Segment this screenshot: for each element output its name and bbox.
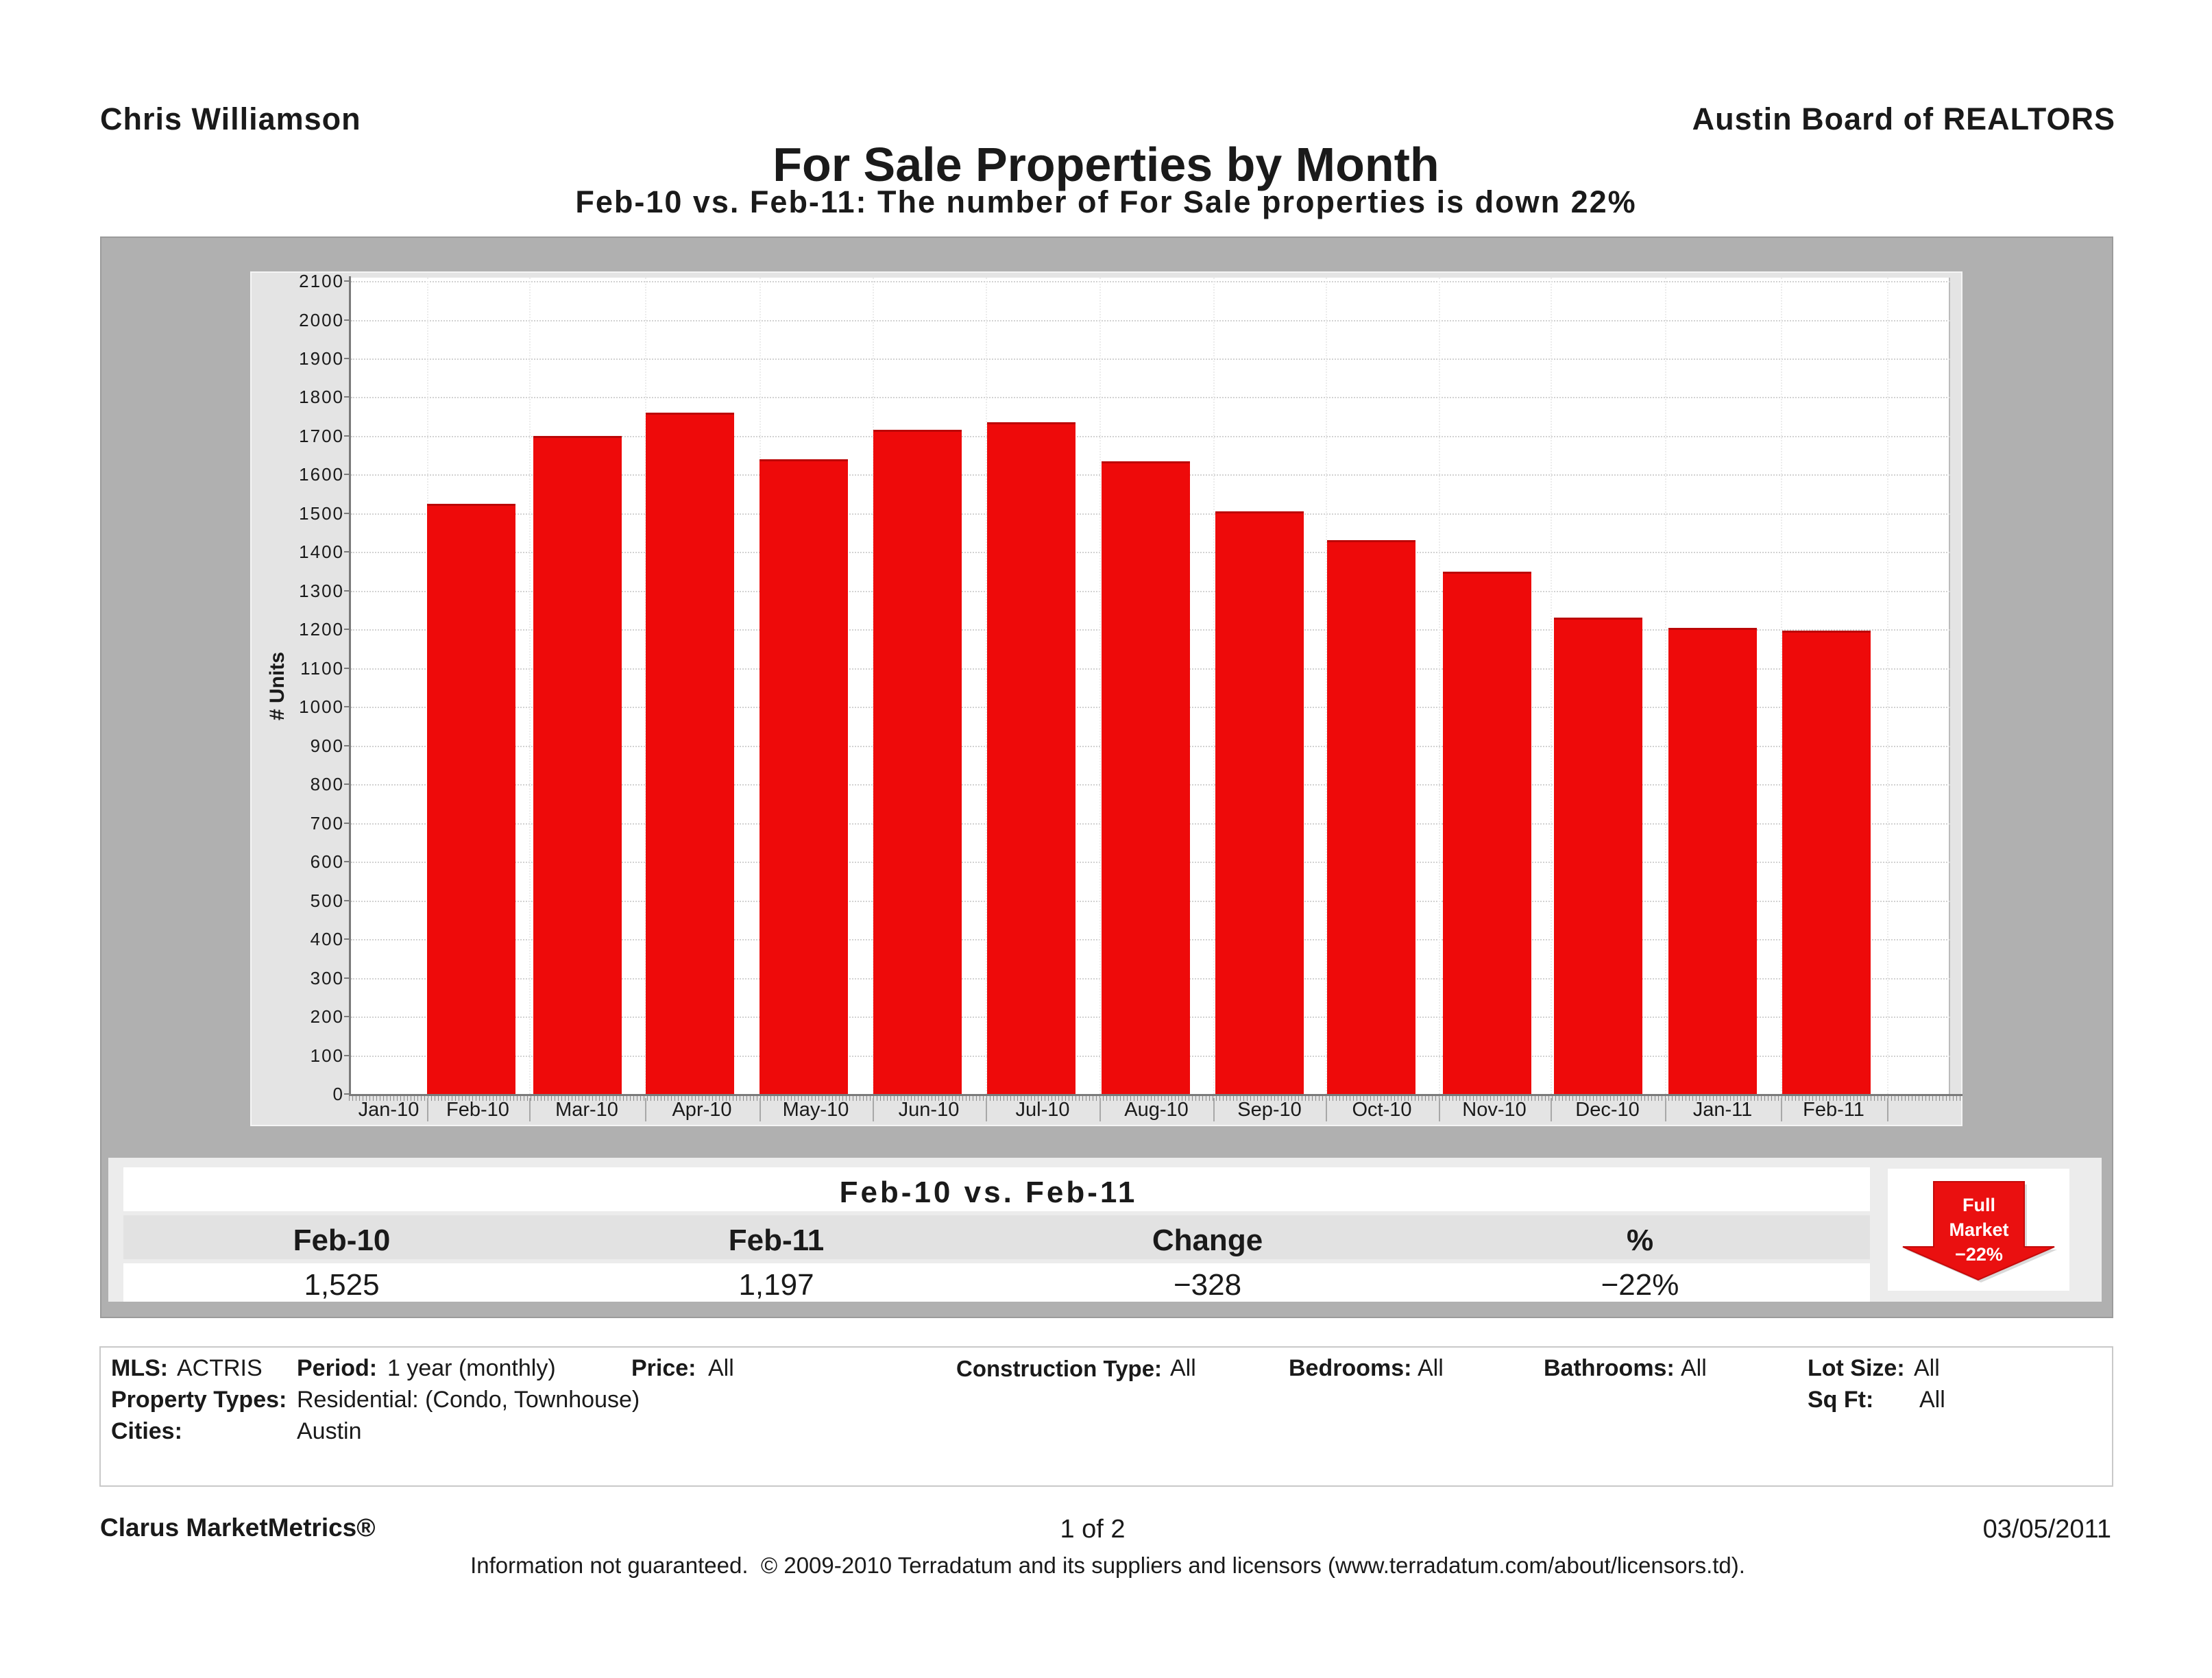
svg-text:Full: Full: [1962, 1195, 1995, 1215]
svg-text:−22%: −22%: [1955, 1244, 2003, 1265]
svg-text:Market: Market: [1949, 1219, 2008, 1240]
